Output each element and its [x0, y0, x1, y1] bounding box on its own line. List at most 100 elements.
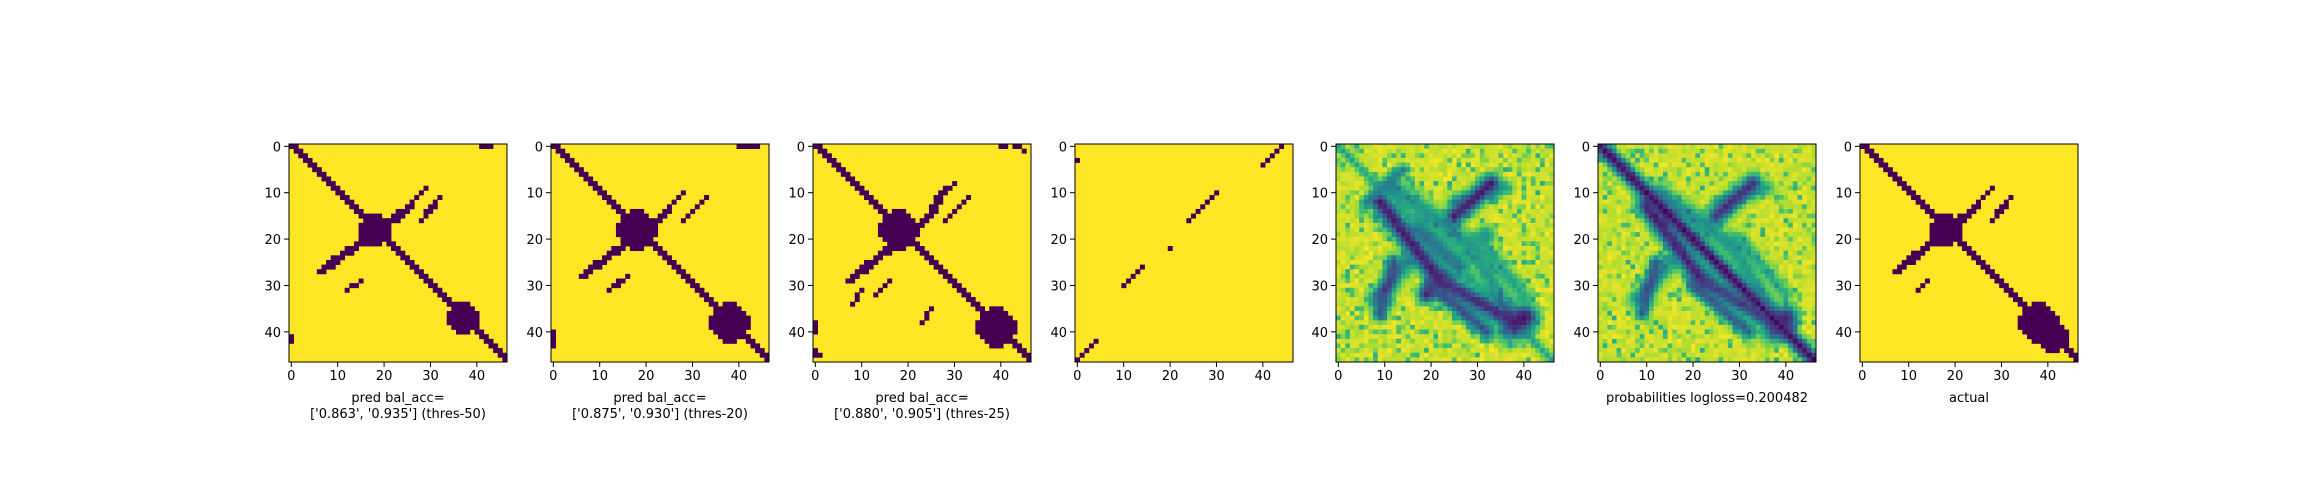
heatmap-cell: [1424, 329, 1430, 335]
heatmap-cell: [1658, 181, 1664, 187]
heatmap-cell: [1681, 157, 1687, 163]
heatmap-cell: [1424, 171, 1430, 177]
heatmap-cell: [1400, 148, 1406, 154]
heatmap-cell: [1405, 297, 1411, 303]
heatmap-cell: [1709, 162, 1715, 168]
heatmap-cell: [1526, 338, 1532, 344]
heatmap-cell: [1709, 218, 1715, 224]
heatmap-cell: [1530, 204, 1536, 210]
heatmap-cell: [1667, 241, 1673, 247]
heatmap-cell: [1382, 157, 1388, 163]
heatmap-cell: [483, 338, 489, 344]
heatmap-cell: [1549, 181, 1555, 187]
heatmap-cell: [1544, 208, 1550, 214]
heatmap-cell: [1811, 153, 1817, 159]
heatmap-cell: [1625, 185, 1631, 191]
heatmap-cell: [822, 148, 828, 154]
heatmap-cell: [1451, 246, 1457, 252]
heatmap-cell: [1502, 195, 1508, 201]
heatmap-cell: [1419, 278, 1425, 284]
heatmap-cell: [1021, 352, 1027, 358]
heatmap-cell: [1451, 352, 1457, 358]
heatmap-cell: [1751, 283, 1757, 289]
heatmap-cell: [620, 232, 626, 238]
heatmap-cell: [1635, 259, 1641, 265]
heatmap-cell: [1479, 278, 1485, 284]
heatmap-cell: [1741, 171, 1747, 177]
heatmap-cell: [353, 208, 359, 214]
heatmap-cell: [1653, 241, 1659, 247]
heatmap-cell: [1414, 213, 1420, 219]
heatmap-cell: [1373, 259, 1379, 265]
heatmap-cell: [648, 232, 654, 238]
heatmap-cell: [1783, 190, 1789, 196]
heatmap-cell: [1732, 301, 1738, 307]
heatmap-cell: [1788, 222, 1794, 228]
heatmap-cell: [400, 208, 406, 214]
heatmap-cell: [1681, 232, 1687, 238]
heatmap-cell: [1658, 195, 1664, 201]
heatmap-cell: [1530, 283, 1536, 289]
heatmap-cell: [1639, 199, 1645, 205]
heatmap-cell: [1792, 292, 1798, 298]
heatmap-cell: [1214, 190, 1220, 196]
heatmap-cell: [896, 241, 902, 247]
heatmap-cell: [1484, 208, 1490, 214]
heatmap-cell: [1391, 348, 1397, 354]
heatmap-cell: [1354, 199, 1360, 205]
heatmap-cell: [1625, 167, 1631, 173]
heatmap-cell: [1778, 222, 1784, 228]
heatmap-cell: [1544, 315, 1550, 321]
heatmap-cell: [1479, 222, 1485, 228]
heatmap-cell: [1649, 232, 1655, 238]
heatmap-cell: [1658, 259, 1664, 265]
heatmap-cell: [1602, 324, 1608, 330]
heatmap-cell: [1382, 195, 1388, 201]
heatmap-cell: [1373, 195, 1379, 201]
heatmap-cell: [1598, 185, 1603, 191]
heatmap-cell: [1649, 213, 1655, 219]
heatmap-cell: [1363, 278, 1369, 284]
heatmap-cell: [1479, 181, 1485, 187]
heatmap-cell: [1681, 259, 1687, 265]
heatmap-cell: [1345, 292, 1351, 298]
heatmap-cell: [1764, 171, 1770, 177]
heatmap-cell: [1811, 259, 1817, 265]
heatmap-cell: [1792, 250, 1798, 256]
heatmap-cell: [859, 269, 865, 275]
heatmap-cell: [1544, 255, 1550, 261]
heatmap-cell: [1700, 218, 1706, 224]
heatmap-cell: [1359, 181, 1365, 187]
heatmap-cell: [1345, 195, 1351, 201]
heatmap-cell: [1507, 222, 1513, 228]
heatmap-cell: [1639, 306, 1645, 312]
heatmap-cell: [1783, 301, 1789, 307]
heatmap-cell: [1704, 259, 1710, 265]
heatmap-cell: [1621, 162, 1627, 168]
heatmap-cell: [736, 320, 742, 326]
heatmap-cell: [1484, 204, 1490, 210]
heatmap-cell: [1737, 269, 1743, 275]
heatmap-cell: [1540, 195, 1546, 201]
heatmap-cell: [1598, 227, 1603, 233]
heatmap-cell: [1686, 250, 1692, 256]
heatmap-cell: [1484, 222, 1490, 228]
heatmap-cell: [298, 148, 304, 154]
heatmap-cell: [1751, 297, 1757, 303]
heatmap-cell: [1521, 357, 1527, 363]
heatmap-cell: [1635, 185, 1641, 191]
heatmap-cell: [1507, 278, 1513, 284]
heatmap-cell: [1811, 269, 1817, 275]
heatmap-cell: [1396, 148, 1402, 154]
heatmap-cell: [1635, 204, 1641, 210]
heatmap-cell: [1718, 227, 1724, 233]
heatmap-cell: [1382, 310, 1388, 316]
heatmap-cell: [1438, 297, 1444, 303]
heatmap-cell: [845, 278, 851, 284]
heatmap-cell: [1713, 259, 1719, 265]
heatmap-cell: [1498, 204, 1504, 210]
heatmap-cell: [1621, 176, 1627, 182]
heatmap-cell: [1433, 297, 1439, 303]
heatmap-cell: [1396, 352, 1402, 358]
heatmap-cell: [1003, 324, 1009, 330]
